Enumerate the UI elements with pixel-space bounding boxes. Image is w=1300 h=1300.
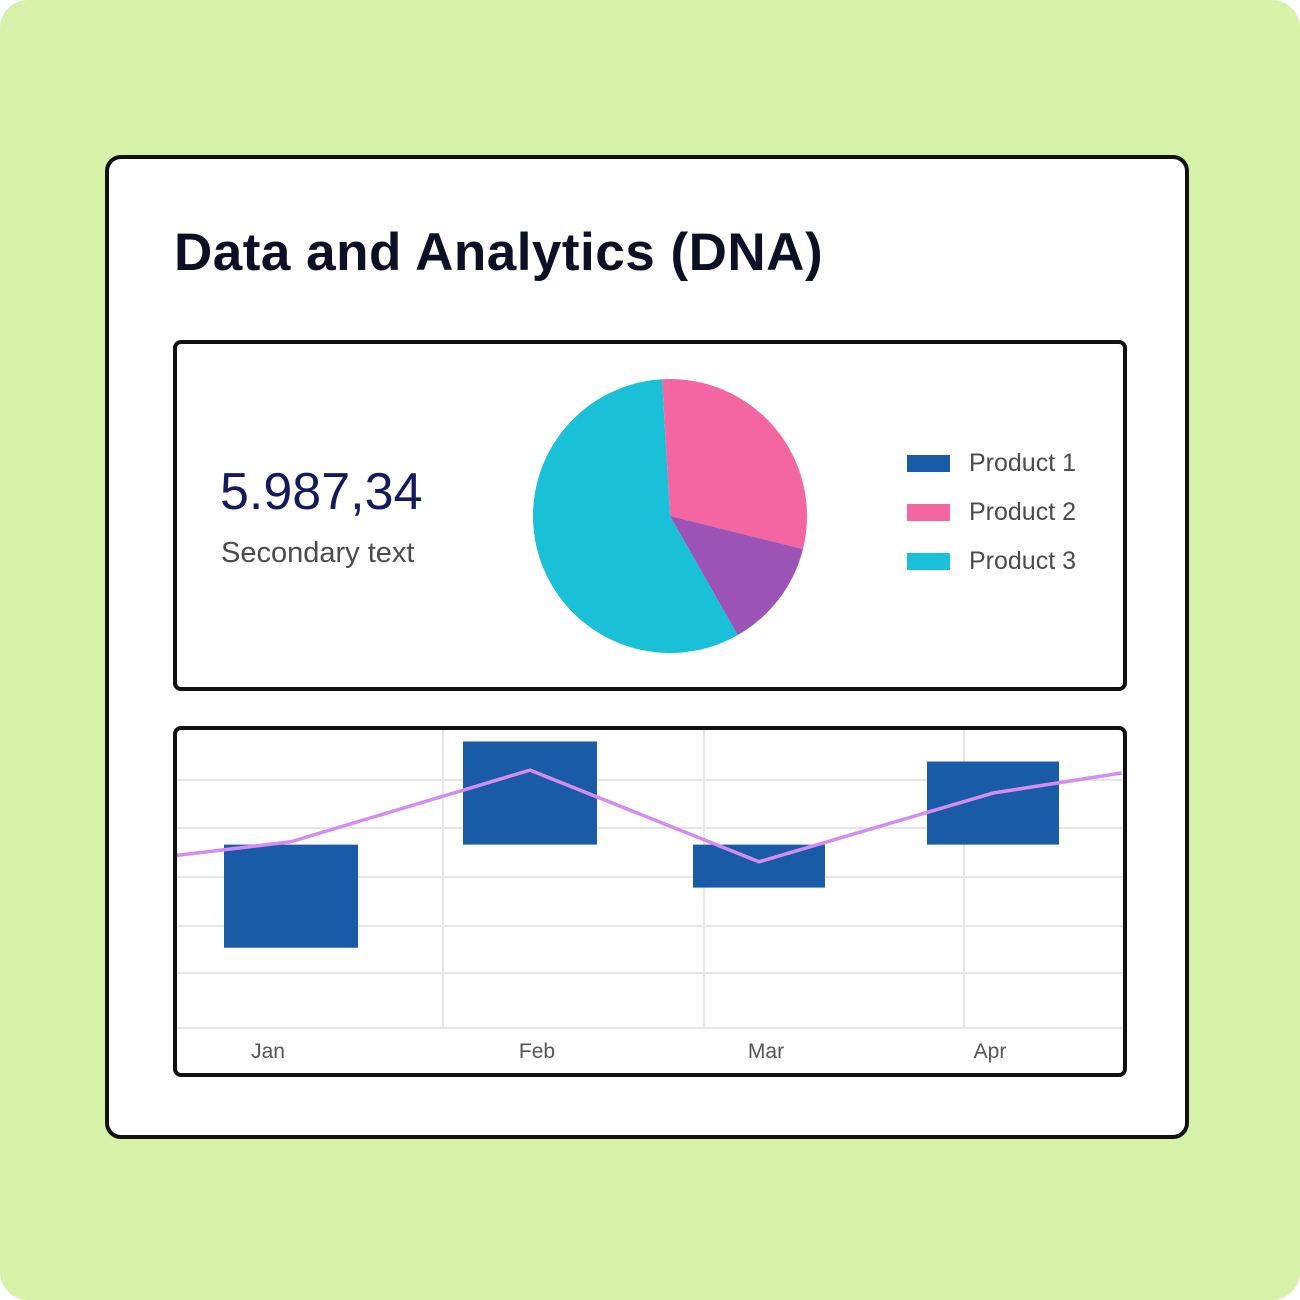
bar-jan (224, 844, 358, 948)
pie-slice-2 (670, 516, 803, 636)
bar-feb (463, 741, 597, 845)
legend-item-product-1: Product 1 (907, 448, 1076, 478)
legend-label-product-3: Product 3 (969, 546, 1077, 575)
x-tick-label-feb: Feb (519, 1040, 555, 1063)
x-tick-label-apr: Apr (974, 1040, 1007, 1063)
legend-swatch-product-3 (907, 552, 950, 570)
pie-chart (532, 379, 807, 653)
pie-slice-1 (662, 379, 807, 550)
legend-item-product-2: Product 2 (907, 497, 1076, 527)
kpi-secondary-text: Secondary text (221, 537, 415, 569)
x-tick-label-mar: Mar (748, 1040, 784, 1063)
kpi-value: 5.987,34 (220, 463, 423, 521)
bar-apr (927, 761, 1059, 845)
legend-swatch-product-1 (907, 454, 950, 472)
page-title: Data and Analytics (DNA) (174, 223, 824, 282)
legend-label-product-2: Product 2 (969, 497, 1077, 526)
trend-line (177, 768, 1122, 864)
x-tick-label-jan: Jan (251, 1040, 285, 1063)
bar-mar (693, 844, 825, 888)
legend-swatch-product-2 (907, 503, 950, 521)
legend-label-product-1: Product 1 (969, 448, 1077, 477)
pie-slice-3 (532, 379, 738, 653)
pie-legend: Product 1 Product 2 Product 3 (907, 448, 1076, 595)
combo-chart: Jan Feb Mar Apr (177, 730, 1123, 1063)
legend-item-product-3: Product 3 (907, 546, 1076, 576)
combo-chart-panel: Jan Feb Mar Apr (173, 726, 1127, 1077)
